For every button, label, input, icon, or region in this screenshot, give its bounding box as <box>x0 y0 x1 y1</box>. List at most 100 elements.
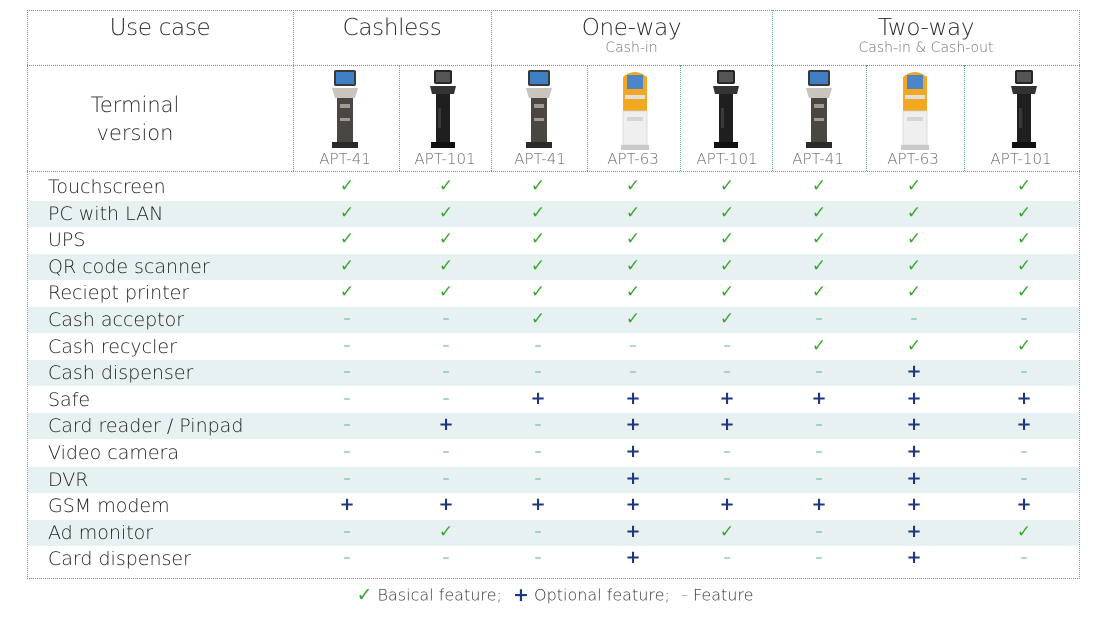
dash-icon: – <box>629 364 637 381</box>
dash-icon: – <box>442 337 450 354</box>
model-divider <box>399 65 400 171</box>
check-icon: ✓ <box>530 176 546 196</box>
dash-icon: – <box>723 550 731 567</box>
check-icon: ✓ <box>339 255 355 276</box>
plus-icon: + <box>719 494 735 516</box>
dash-icon: – <box>723 470 731 487</box>
feature-name: Ad monitor <box>48 521 154 544</box>
plus-icon: + <box>906 467 922 489</box>
check-icon: ✓ <box>1016 335 1032 356</box>
plus-icon: + <box>438 494 454 516</box>
table-row <box>28 307 1079 333</box>
kiosk-terminal-image <box>522 68 556 154</box>
kiosk-terminal-image <box>897 67 933 155</box>
feature-name: DVR <box>48 468 89 491</box>
group-title-two-way: Two-way <box>877 15 975 41</box>
check-icon: ✓ <box>1016 176 1032 196</box>
feature-name: Video camera <box>48 442 180 464</box>
feature-name: Reciept printer <box>48 282 190 305</box>
comparison-table-frame <box>27 10 1080 579</box>
dash-icon: – <box>442 364 450 381</box>
dash-icon: – <box>442 311 450 327</box>
model-divider <box>964 65 965 171</box>
legend: ✓ Basical feature; + Optional feature; –… <box>0 584 1110 606</box>
plus-icon: + <box>906 441 922 462</box>
table-row <box>28 413 1079 440</box>
legend-none-label: Feature <box>693 585 754 605</box>
feature-name: Cash recycler <box>48 335 177 358</box>
dash-icon: – <box>1020 364 1028 381</box>
kiosk-terminal-image <box>709 68 743 154</box>
check-icon: ✓ <box>1016 521 1032 542</box>
kiosk-terminal-image <box>617 67 653 155</box>
plus-icon: + <box>625 441 641 462</box>
group-divider <box>772 10 773 171</box>
plus-icon: + <box>1016 494 1032 516</box>
check-icon: ✓ <box>906 255 922 276</box>
dash-icon: – <box>343 550 351 567</box>
dash-icon: – <box>343 337 351 354</box>
plus-icon: + <box>530 494 546 516</box>
feature-name: Card dispenser <box>48 548 191 571</box>
check-icon: ✓ <box>438 202 454 223</box>
model-label: APT-41 <box>792 150 844 168</box>
dash-icon: – <box>442 390 450 407</box>
legend-plus-icon: + <box>512 584 529 606</box>
check-icon: ✓ <box>906 335 922 356</box>
plus-icon: + <box>625 520 641 542</box>
kiosk-terminal-image <box>426 68 460 154</box>
check-icon: ✓ <box>906 202 922 223</box>
dash-icon: – <box>815 550 823 567</box>
feature-name: UPS <box>48 229 86 252</box>
check-icon: ✓ <box>719 521 735 542</box>
check-icon: ✓ <box>906 282 922 303</box>
check-icon: ✓ <box>530 229 546 250</box>
check-icon: ✓ <box>811 176 827 196</box>
group-subtitle-one-way: Cash-in <box>605 40 658 56</box>
dash-icon: – <box>343 311 351 327</box>
dash-icon: – <box>1020 311 1028 327</box>
plus-icon: + <box>811 387 827 409</box>
dash-icon: – <box>343 470 351 487</box>
model-label: APT-101 <box>990 150 1052 168</box>
check-icon: ✓ <box>625 229 641 250</box>
feature-name: Touchscreen <box>48 176 166 198</box>
dash-icon: – <box>343 444 351 460</box>
check-icon: ✓ <box>438 176 454 196</box>
terminal-version-label: Terminal version <box>27 91 243 147</box>
plus-icon: + <box>906 361 922 383</box>
plus-icon: + <box>339 494 355 516</box>
terminal-label-line1: Terminal <box>90 93 180 117</box>
dash-icon: – <box>815 444 823 460</box>
plus-icon: + <box>906 414 922 436</box>
legend-basic-label: Basical feature; <box>377 585 502 605</box>
check-icon: ✓ <box>1016 282 1032 303</box>
terminal-label-line2: version <box>96 121 174 145</box>
plus-icon: + <box>625 547 641 569</box>
check-icon: ✓ <box>719 282 735 303</box>
feature-name: PC with LAN <box>48 202 164 225</box>
check-icon: ✓ <box>1016 229 1032 250</box>
kiosk-terminal-image <box>1007 68 1041 154</box>
use-case-header: Use case <box>109 15 211 41</box>
dash-icon: – <box>1020 470 1028 487</box>
feature-name: GSM modem <box>48 495 170 518</box>
plus-icon: + <box>625 467 641 489</box>
plus-icon: + <box>1016 414 1032 436</box>
legend-optional-label: Optional feature; <box>533 585 670 605</box>
check-icon: ✓ <box>438 255 454 276</box>
legend-check-icon: ✓ <box>356 584 373 606</box>
check-icon: ✓ <box>438 229 454 250</box>
model-label: APT-101 <box>696 150 758 168</box>
dash-icon: – <box>442 444 450 460</box>
dash-icon: – <box>815 417 823 434</box>
check-icon: ✓ <box>1016 255 1032 276</box>
dash-icon: – <box>815 470 823 487</box>
plus-icon: + <box>625 387 641 409</box>
check-icon: ✓ <box>530 202 546 223</box>
check-icon: ✓ <box>625 255 641 276</box>
table-row <box>28 253 1079 280</box>
group-divider <box>491 10 492 171</box>
table-row <box>28 360 1079 387</box>
dash-icon: – <box>534 444 542 460</box>
